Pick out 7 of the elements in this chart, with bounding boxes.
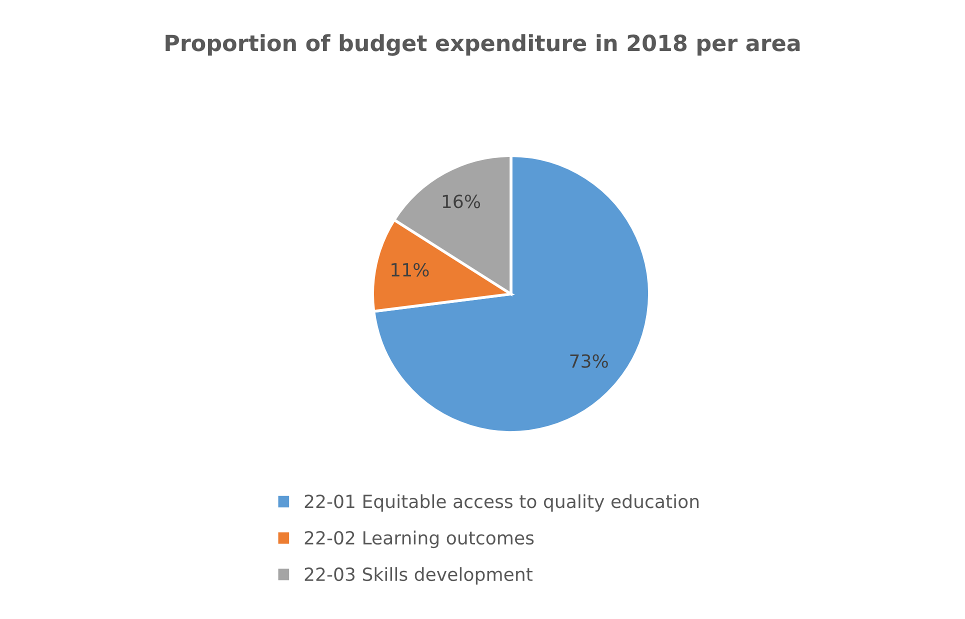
data-label: 73% bbox=[570, 354, 608, 368]
legend-label: 22-01 Equitable access to quality education bbox=[304, 494, 699, 512]
chart-title: Proportion of budget expenditure in 2018 per area bbox=[166, 34, 800, 56]
legend-label: 22-02 Learning outcomes bbox=[304, 530, 534, 548]
data-label: 16% bbox=[442, 194, 480, 208]
legend-label: 22-03 Skills development bbox=[304, 567, 533, 585]
data-label: 11% bbox=[392, 262, 429, 277]
